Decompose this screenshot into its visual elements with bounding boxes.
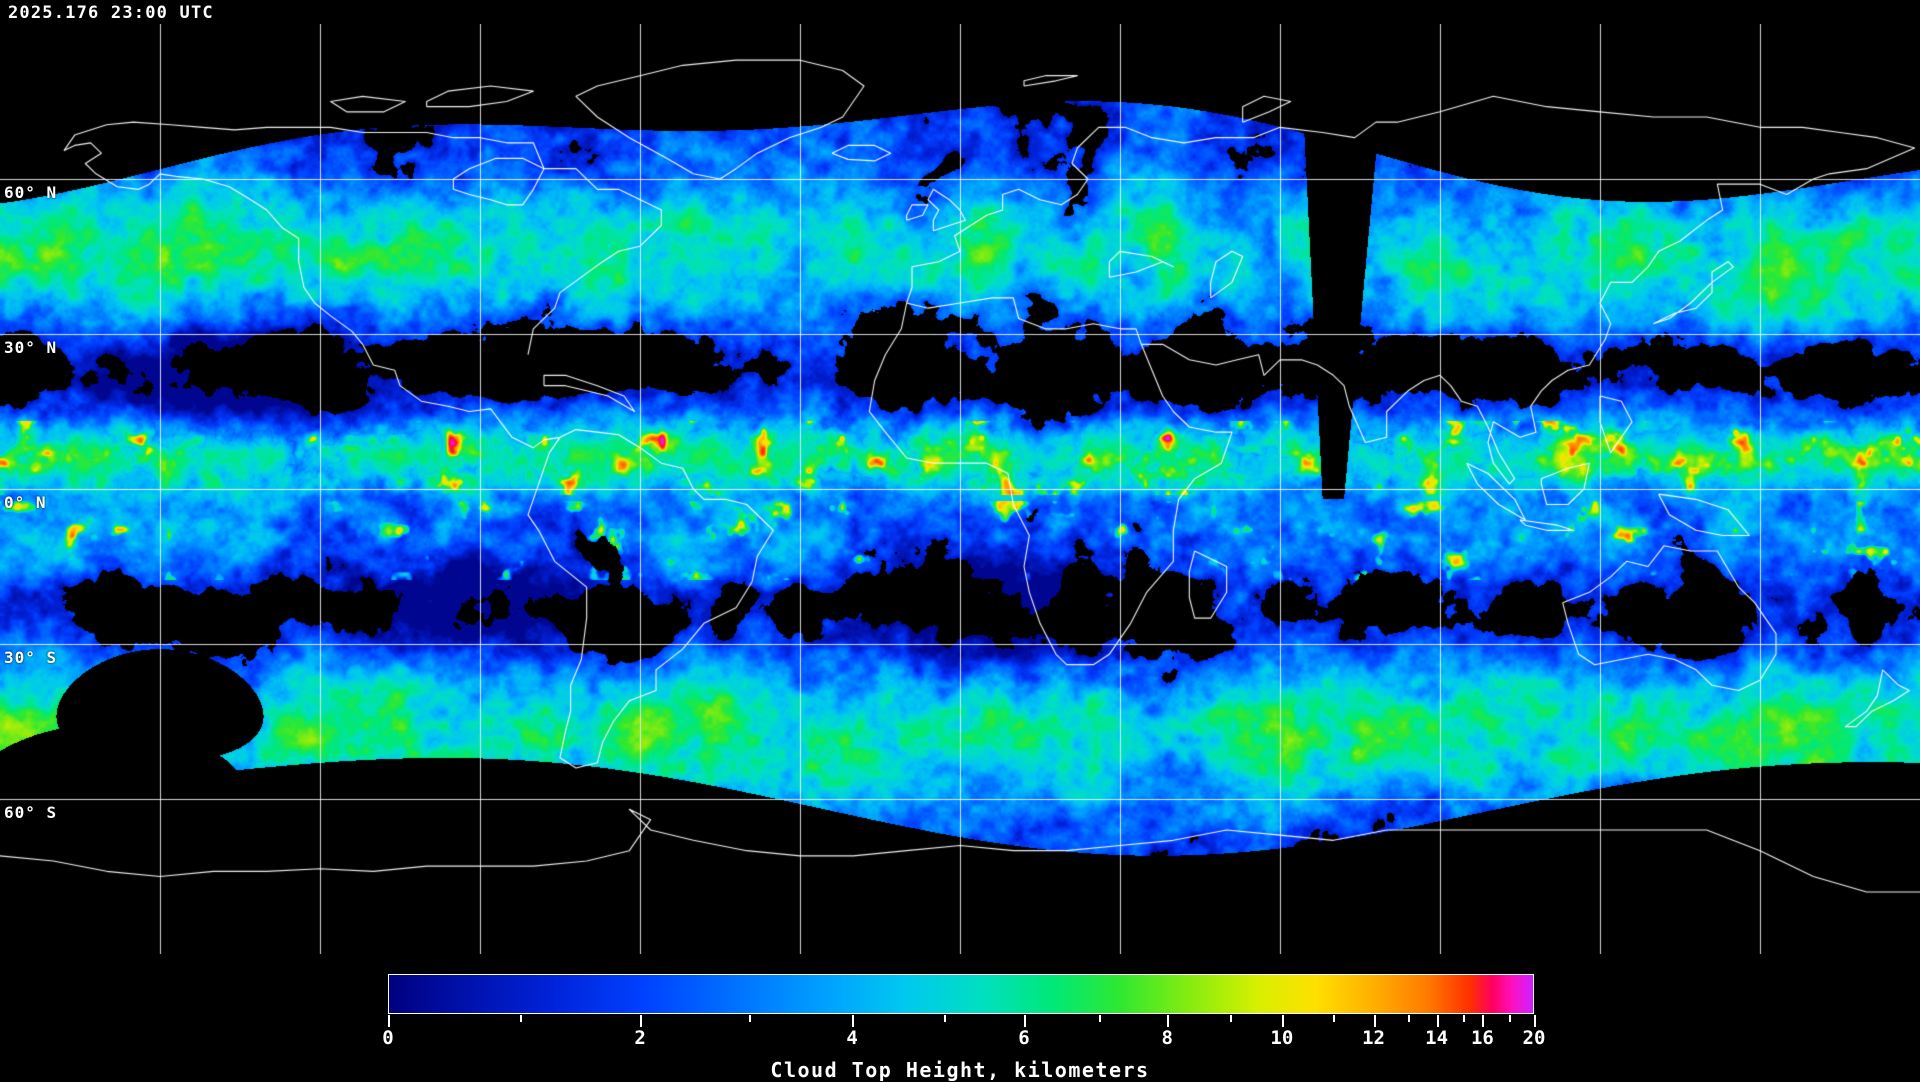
colorbar-tick-label: 6: [1018, 1027, 1030, 1049]
colorbar-tick-labels: 0 2 4 6 8 10 12 14 16 20: [382, 1027, 1545, 1051]
colorbar-tick-minor: [1462, 1015, 1465, 1022]
colorbar-title: Cloud Top Height, kilometers: [770, 1058, 1150, 1082]
colorbar-tick-minor: [1230, 1015, 1233, 1022]
colorbar-tick-label: 0: [382, 1027, 394, 1049]
colorbar-legend: 0 2 4 6 8 10 12 14 16 20 Cloud Top Height, kilome…: [0, 958, 1920, 1082]
colorbar-tick-label: 10: [1270, 1027, 1294, 1049]
latitude-label-s60: 60° S: [4, 803, 58, 822]
colorbar-tick-major: [1373, 1015, 1376, 1027]
colorbar-tick-label: 12: [1362, 1027, 1385, 1049]
colorbar-tick-major: [1167, 1015, 1170, 1027]
colorbar-tick-minor: [1333, 1015, 1336, 1022]
colorbar-tick-label: 20: [1522, 1027, 1546, 1049]
latitude-label-60: 60° N: [4, 183, 58, 202]
colorbar-tick-label: 8: [1161, 1027, 1173, 1049]
colorbar-swatch: [388, 974, 1534, 1014]
latitude-label-0: 0° N: [4, 493, 47, 512]
colorbar-tick-major: [1534, 1015, 1536, 1027]
latitude-label-s30: 30° S: [4, 648, 58, 667]
colorbar-tick-minor: [748, 1015, 751, 1022]
colorbar-tick-label: 4: [846, 1027, 858, 1049]
timestamp-label: 2025.176 23:00 UTC: [8, 3, 214, 23]
colorbar-tick-major: [1436, 1015, 1439, 1027]
colorbar-tick-major: [1024, 1015, 1027, 1027]
colorbar-tick-minor: [519, 1015, 522, 1022]
colorbar-tick-major: [1482, 1015, 1485, 1027]
world-map-panel: 60° N 30° N 0° N 30° S 60° S: [0, 24, 1920, 954]
colorbar-tick-major: [852, 1015, 855, 1027]
latitude-label-30: 30° N: [4, 338, 58, 357]
colorbar-tick-major: [640, 1015, 643, 1027]
colorbar-tick-marks: [388, 1015, 1536, 1027]
colorbar-tick-minor: [1508, 1015, 1511, 1022]
cloud-top-height-map-canvas: [0, 24, 1920, 954]
colorbar-tick-major: [388, 1015, 390, 1027]
colorbar-tick-minor: [1098, 1015, 1101, 1022]
colorbar-gradient: [389, 975, 1533, 1013]
colorbar-tick-major: [1281, 1015, 1284, 1027]
colorbar-tick-minor: [1407, 1015, 1410, 1022]
colorbar-tick-label: 2: [634, 1027, 646, 1049]
colorbar-tick-label: 16: [1470, 1027, 1494, 1049]
colorbar-tick-minor: [943, 1015, 946, 1022]
colorbar-tick-label: 14: [1425, 1027, 1449, 1049]
